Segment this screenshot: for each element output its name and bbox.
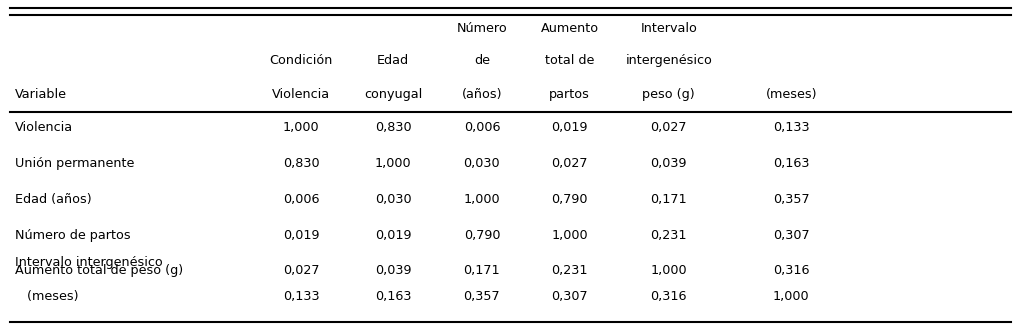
Text: Número de partos: Número de partos	[15, 228, 131, 242]
Text: 0,163: 0,163	[773, 157, 810, 170]
Text: Violencia: Violencia	[15, 121, 74, 134]
Text: Aumento total de peso (g): Aumento total de peso (g)	[15, 264, 184, 277]
Text: (años): (años)	[461, 87, 502, 100]
Text: Edad (años): Edad (años)	[15, 193, 92, 206]
Text: 0,163: 0,163	[375, 290, 411, 303]
Text: 0,019: 0,019	[375, 228, 411, 242]
Text: intergenésico: intergenésico	[625, 54, 713, 67]
Text: conyugal: conyugal	[363, 87, 423, 100]
Text: Aumento: Aumento	[541, 22, 598, 35]
Text: 0,133: 0,133	[773, 121, 810, 134]
Text: 0,231: 0,231	[551, 264, 588, 277]
Text: 0,030: 0,030	[375, 193, 411, 206]
Text: 0,006: 0,006	[464, 121, 500, 134]
Text: Condición: Condición	[270, 54, 333, 67]
Text: 1,000: 1,000	[464, 193, 500, 206]
Text: 0,027: 0,027	[551, 157, 588, 170]
Text: Variable: Variable	[15, 87, 67, 100]
Text: 0,039: 0,039	[650, 157, 687, 170]
Text: 0,030: 0,030	[464, 157, 500, 170]
Text: 0,019: 0,019	[551, 121, 588, 134]
Text: 0,316: 0,316	[650, 290, 687, 303]
Text: 0,171: 0,171	[464, 264, 500, 277]
Text: 1,000: 1,000	[375, 157, 411, 170]
Text: 1,000: 1,000	[773, 290, 810, 303]
Text: Unión permanente: Unión permanente	[15, 157, 135, 170]
Text: peso (g): peso (g)	[642, 87, 695, 100]
Text: 0,019: 0,019	[283, 228, 320, 242]
Text: Intervalo intergenésico: Intervalo intergenésico	[15, 256, 163, 269]
Text: 0,790: 0,790	[464, 228, 500, 242]
Text: 0,171: 0,171	[650, 193, 687, 206]
Text: 0,231: 0,231	[650, 228, 687, 242]
Text: 1,000: 1,000	[551, 228, 588, 242]
Text: Número: Número	[456, 22, 507, 35]
Text: 0,027: 0,027	[650, 121, 687, 134]
Text: 0,133: 0,133	[283, 290, 320, 303]
Text: 0,039: 0,039	[375, 264, 411, 277]
Text: 0,357: 0,357	[773, 193, 810, 206]
Text: 0,006: 0,006	[283, 193, 320, 206]
Text: 0,316: 0,316	[773, 264, 810, 277]
Text: 0,357: 0,357	[464, 290, 500, 303]
Text: total de: total de	[545, 54, 594, 67]
Text: (meses): (meses)	[15, 290, 79, 303]
Text: 0,830: 0,830	[375, 121, 411, 134]
Text: 1,000: 1,000	[650, 264, 687, 277]
Text: 0,307: 0,307	[773, 228, 810, 242]
Text: partos: partos	[549, 87, 590, 100]
Text: (meses): (meses)	[766, 87, 817, 100]
Text: Edad: Edad	[377, 54, 409, 67]
Text: Violencia: Violencia	[273, 87, 330, 100]
Text: 0,027: 0,027	[283, 264, 320, 277]
Text: 0,830: 0,830	[283, 157, 320, 170]
Text: de: de	[474, 54, 490, 67]
Text: 0,307: 0,307	[551, 290, 588, 303]
Text: 0,790: 0,790	[551, 193, 588, 206]
Text: 1,000: 1,000	[283, 121, 320, 134]
Text: Intervalo: Intervalo	[640, 22, 697, 35]
